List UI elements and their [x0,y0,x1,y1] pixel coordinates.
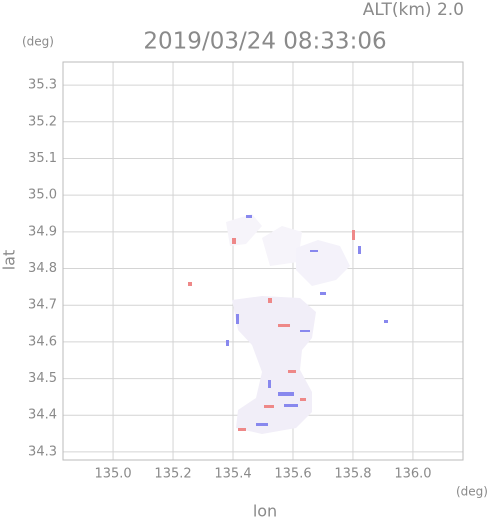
y-tick-label: 34.9 [28,224,57,239]
subtitle: ALT(km) 2.0 [363,0,464,20]
echo-area [232,296,316,434]
echo-strong [188,230,355,431]
radar-field [188,214,388,434]
y-tick-label: 34.8 [28,261,57,276]
y-tick-label: 34.5 [28,371,57,386]
x-tick-label: 135.0 [94,467,131,482]
x-unit: (deg) [456,485,488,499]
x-axis-label: lon [253,502,277,521]
y-tick-label: 34.7 [28,298,57,313]
y-axis-label: lat [0,250,19,271]
y-tick-label: 35.0 [28,188,57,203]
echo-weak [226,215,388,426]
x-tick-label: 135.4 [214,467,251,482]
echo-area [262,226,302,266]
y-unit: (deg) [22,35,54,49]
echo-area [226,214,262,246]
y-tick-label: 35.3 [28,78,57,93]
y-tick-label: 34.3 [28,444,57,459]
chart-title: 2019/03/24 08:33:06 [143,29,386,55]
y-tick-label: 35.1 [28,151,57,166]
x-tick-label: 135.2 [154,467,191,482]
echo-area [296,240,350,286]
x-tick-label: 136.0 [394,467,431,482]
y-tick-label: 35.2 [28,114,57,129]
plot-frame [62,61,464,461]
y-tick-label: 34.6 [28,334,57,349]
y-tick-label: 34.4 [28,408,57,423]
x-tick-label: 135.8 [334,467,371,482]
x-tick-label: 135.6 [274,467,311,482]
